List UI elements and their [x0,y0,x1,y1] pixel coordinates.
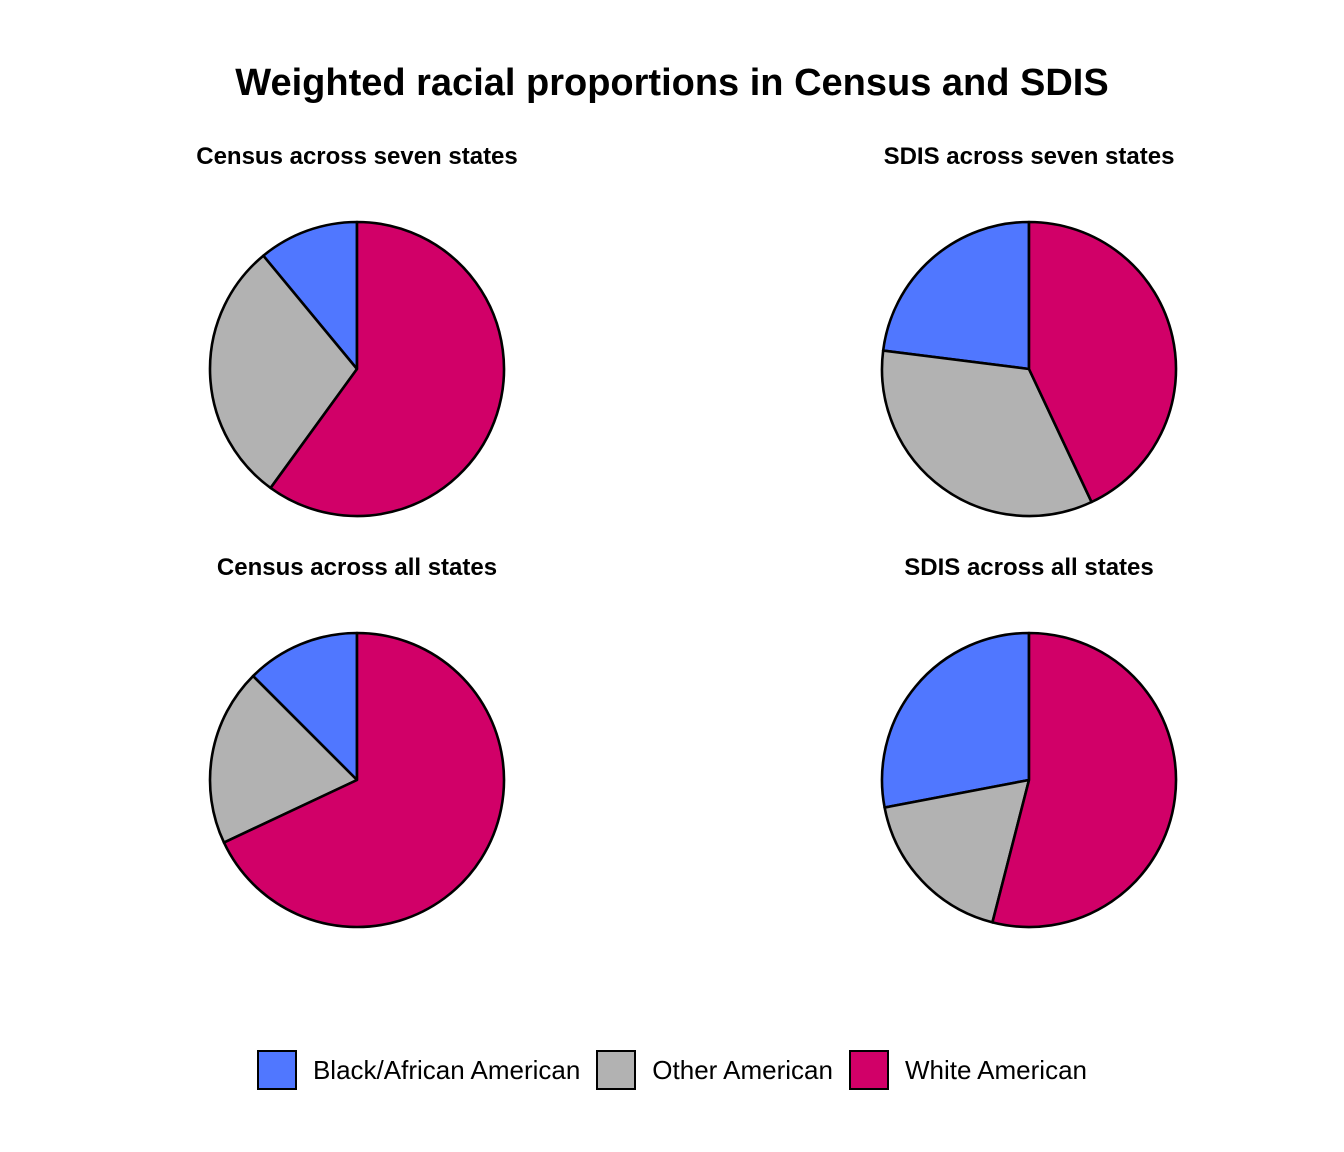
legend-label: White American [904,1055,1088,1085]
slice-white-american [1027,220,1178,504]
panel-title-sdis-all: SDIS across all states [904,554,1154,581]
legend-item-other-american: Other American [596,1050,833,1090]
slice-other-american [208,674,359,844]
legend-item-white-american: White American [848,1050,1088,1090]
pie-sdis-across-seven-states [880,220,1178,518]
panel-title-sdis-seven: SDIS across seven states [883,143,1175,170]
slice-black-african-american [881,220,1031,371]
legend: Black/African American Other American Wh… [0,1046,1344,1094]
pie-census-across-all-states [208,631,506,929]
panel-title-census-all: Census across all states [216,554,498,581]
legend-swatch [596,1050,637,1090]
slice-black-african-american [262,220,359,371]
legend-label: Other American [652,1055,833,1085]
slice-black-african-american [251,631,359,782]
panel-title-census-seven: Census across seven states [196,143,518,170]
slice-other-american [883,778,1031,924]
slice-black-african-american [880,631,1031,809]
pie-sdis-across-all-states [880,631,1178,929]
legend-label: Black/African American [312,1055,581,1085]
slice-white-american [222,631,506,929]
legend-swatch [256,1050,297,1090]
pie-census-across-seven-states [208,220,506,518]
slice-white-american [269,220,506,518]
legend-item-black-african-american: Black/African American [256,1050,581,1090]
chart-title: Weighted racial proportions in Census an… [235,62,1109,104]
slice-white-american [991,631,1178,929]
slice-other-american [208,254,359,490]
legend-swatch [848,1050,889,1090]
